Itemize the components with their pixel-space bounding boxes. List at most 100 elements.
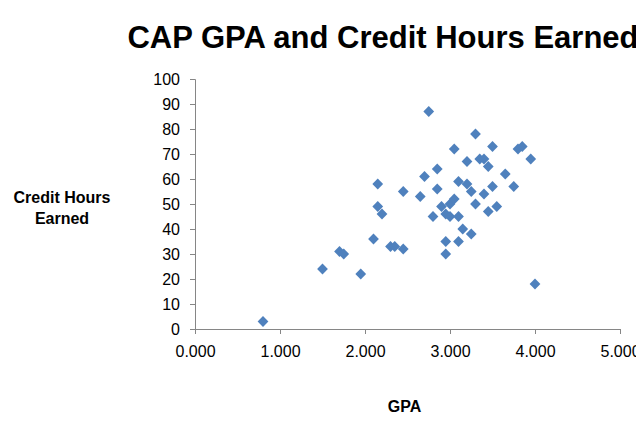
tick-label: 60 [162, 171, 180, 188]
tick-label: 4.000 [515, 343, 555, 360]
point [453, 236, 464, 247]
point [415, 191, 426, 202]
point [449, 194, 460, 205]
point [317, 264, 328, 275]
tick: 3.000 [430, 329, 470, 360]
tick-label: 70 [162, 146, 180, 163]
point [338, 249, 349, 260]
plot: 0.000 1.000 2.000 3.000 4.000 5.000 0 10 20 30 40 5… [153, 71, 636, 361]
tick: 20 [162, 271, 195, 288]
point [453, 176, 464, 187]
chart: 0.000 1.000 2.000 3.000 4.000 5.000 0 10 20 30 40 5… [0, 0, 636, 435]
tick: 0 [171, 321, 195, 338]
tick: 2.000 [345, 329, 385, 360]
tick: 40 [162, 221, 195, 238]
point [483, 206, 494, 217]
title: CAP GPA and Credit Hours Earned [127, 20, 636, 55]
tick-mark [190, 229, 195, 230]
tick-mark [190, 329, 195, 330]
point [377, 209, 388, 220]
tick-label: 20 [162, 271, 180, 288]
point [398, 186, 409, 197]
tick: 5.000 [600, 329, 636, 360]
tick: 90 [162, 96, 195, 113]
point [419, 171, 430, 182]
axis-line [196, 330, 621, 335]
tick: 70 [162, 146, 195, 163]
point [466, 229, 477, 240]
point [466, 186, 477, 197]
tick: 30 [162, 246, 195, 263]
points [258, 106, 541, 327]
tick: 0.000 [175, 329, 215, 360]
tick-mark [190, 204, 195, 205]
tick-label: 0 [171, 321, 180, 338]
tick-label: 90 [162, 96, 180, 113]
point [398, 244, 409, 255]
point [530, 279, 541, 290]
point [470, 199, 481, 210]
point [355, 269, 366, 280]
point [525, 154, 536, 165]
tick-label: 1.000 [260, 343, 300, 360]
tick-label: 100 [153, 71, 180, 88]
point [368, 234, 379, 245]
tick-label: 40 [162, 221, 180, 238]
tick-mark [280, 329, 281, 334]
tick-mark [190, 104, 195, 105]
tick-label: 2.000 [345, 343, 385, 360]
point [457, 224, 468, 235]
x-axis: 0.000 1.000 2.000 3.000 4.000 5.000 [175, 329, 636, 360]
point [487, 181, 498, 192]
tick-mark [190, 179, 195, 180]
point [389, 241, 400, 252]
tick-label: 0.000 [175, 343, 215, 360]
axis-line [190, 80, 196, 330]
tick: 60 [162, 171, 195, 188]
tick-label: 30 [162, 246, 180, 263]
point [508, 181, 519, 192]
tick: 4.000 [515, 329, 555, 360]
tick-mark [190, 304, 195, 305]
tick-label: 50 [162, 196, 180, 213]
tick-mark [190, 254, 195, 255]
point [372, 179, 383, 190]
point [453, 211, 464, 222]
point [440, 249, 451, 260]
x-axis-title: GPA [388, 398, 422, 415]
tick-label: 80 [162, 121, 180, 138]
tick: 10 [162, 296, 195, 313]
tick-mark [190, 129, 195, 130]
point [462, 156, 473, 167]
point [517, 141, 528, 152]
tick: 50 [162, 196, 195, 213]
tick-label: 5.000 [600, 343, 636, 360]
point [479, 189, 490, 200]
tick: 80 [162, 121, 195, 138]
point [483, 161, 494, 172]
point [432, 164, 443, 175]
tick-label: 10 [162, 296, 180, 313]
tick-mark [365, 329, 366, 334]
point [432, 184, 443, 195]
point [449, 144, 460, 155]
tick-mark [190, 154, 195, 155]
y-axis-title: Credit HoursEarned [14, 189, 111, 227]
point [423, 106, 434, 117]
tick-mark [190, 79, 195, 80]
tick-mark [620, 329, 621, 334]
y-axis: 0 10 20 30 40 50 60 70 80 90 100 [153, 71, 195, 338]
tick: 1.000 [260, 329, 300, 360]
point [491, 201, 502, 212]
tick-mark [190, 279, 195, 280]
tick-mark [450, 329, 451, 334]
point [440, 236, 451, 247]
tick-mark [535, 329, 536, 334]
point [500, 169, 511, 180]
tick: 100 [153, 71, 195, 88]
tick-label: 3.000 [430, 343, 470, 360]
point [470, 129, 481, 140]
point [487, 141, 498, 152]
point [428, 211, 439, 222]
point [258, 316, 269, 327]
